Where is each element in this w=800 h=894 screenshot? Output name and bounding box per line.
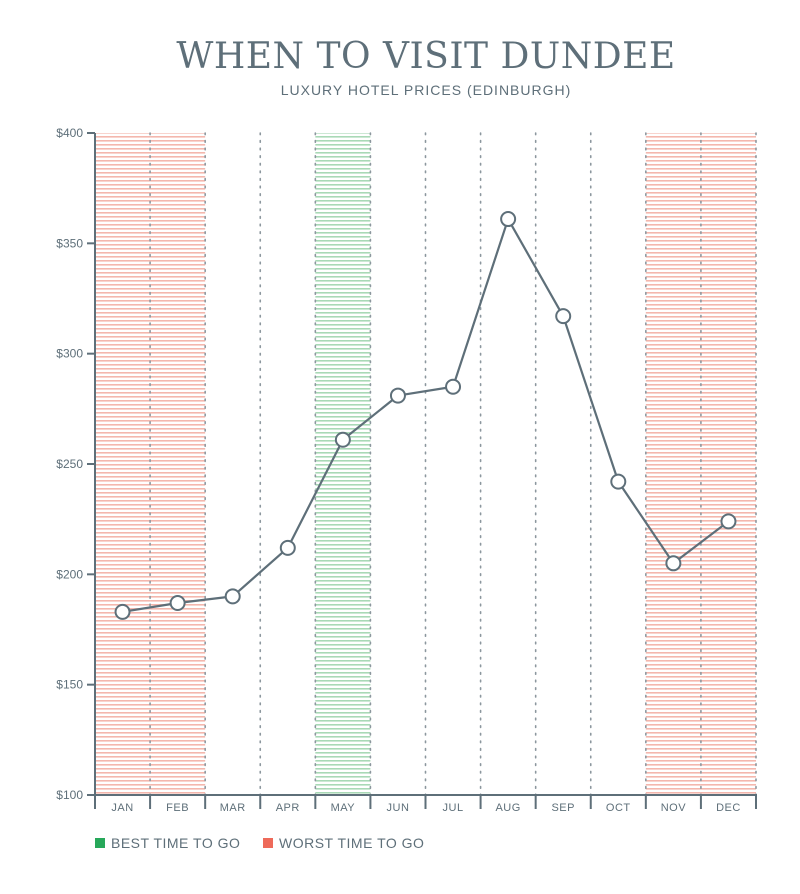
- legend-worst: WORST TIME TO GO: [263, 835, 424, 851]
- y-label-200: $200: [56, 567, 83, 581]
- x-label-aug: AUG: [495, 802, 520, 814]
- worst-band-feb: [150, 133, 206, 795]
- x-label-jul: JUL: [443, 802, 464, 814]
- y-label-150: $150: [56, 678, 83, 692]
- x-label-sep: SEP: [551, 802, 575, 814]
- data-point-apr: [279, 539, 296, 556]
- legend-best: BEST TIME TO GO: [95, 835, 240, 851]
- x-axis-labels: JAN FEB MAR APR MAY JUN JUL AUG SEP OCT NOV DEC: [111, 802, 740, 814]
- x-label-dec: DEC: [716, 802, 741, 814]
- worst-band-nov: [645, 133, 701, 795]
- chart-subtitle: LUXURY HOTEL PRICES (EDINBURGH): [280, 82, 572, 98]
- y-label-300: $300: [56, 347, 83, 361]
- worst-band-dec: [700, 133, 756, 795]
- data-point-nov: [665, 555, 682, 572]
- price-line: [122, 217, 730, 613]
- best-band-may: [315, 133, 371, 795]
- x-label-feb: FEB: [166, 802, 189, 814]
- data-point-sep: [555, 308, 572, 325]
- data-point-jan: [114, 603, 131, 620]
- data-point-dec: [720, 513, 737, 530]
- y-label-250: $250: [56, 457, 83, 471]
- data-point-oct: [610, 473, 627, 490]
- chart-title: WHEN TO VISIT DUNDEE: [176, 36, 676, 77]
- legend-worst-label: WORST TIME TO GO: [279, 835, 425, 851]
- y-label-100: $100: [56, 788, 83, 802]
- data-point-may: [334, 431, 351, 448]
- data-point-jul: [445, 378, 462, 395]
- data-point-jun: [389, 387, 406, 404]
- legend-best-swatch: [95, 838, 105, 848]
- x-label-jun: JUN: [387, 802, 410, 814]
- axes: [87, 132, 757, 809]
- legend-best-label: BEST TIME TO GO: [111, 835, 241, 851]
- price-series: [114, 211, 737, 620]
- x-label-jan: JAN: [111, 802, 133, 814]
- x-label-nov: NOV: [661, 802, 687, 814]
- y-label-350: $350: [56, 236, 83, 250]
- worst-band-jan: [95, 133, 151, 795]
- x-label-mar: MAR: [220, 802, 246, 814]
- data-point-feb: [169, 595, 186, 612]
- y-axis-labels: $100 $150 $200 $250 $300 $350 $400: [56, 126, 83, 802]
- data-point-mar: [224, 588, 241, 605]
- y-label-400: $400: [56, 126, 83, 140]
- data-point-aug: [500, 211, 517, 228]
- season-bands: [95, 133, 756, 795]
- legend-worst-swatch: [263, 838, 273, 848]
- x-label-oct: OCT: [606, 802, 631, 814]
- x-label-apr: APR: [276, 802, 300, 814]
- x-label-may: MAY: [331, 802, 356, 814]
